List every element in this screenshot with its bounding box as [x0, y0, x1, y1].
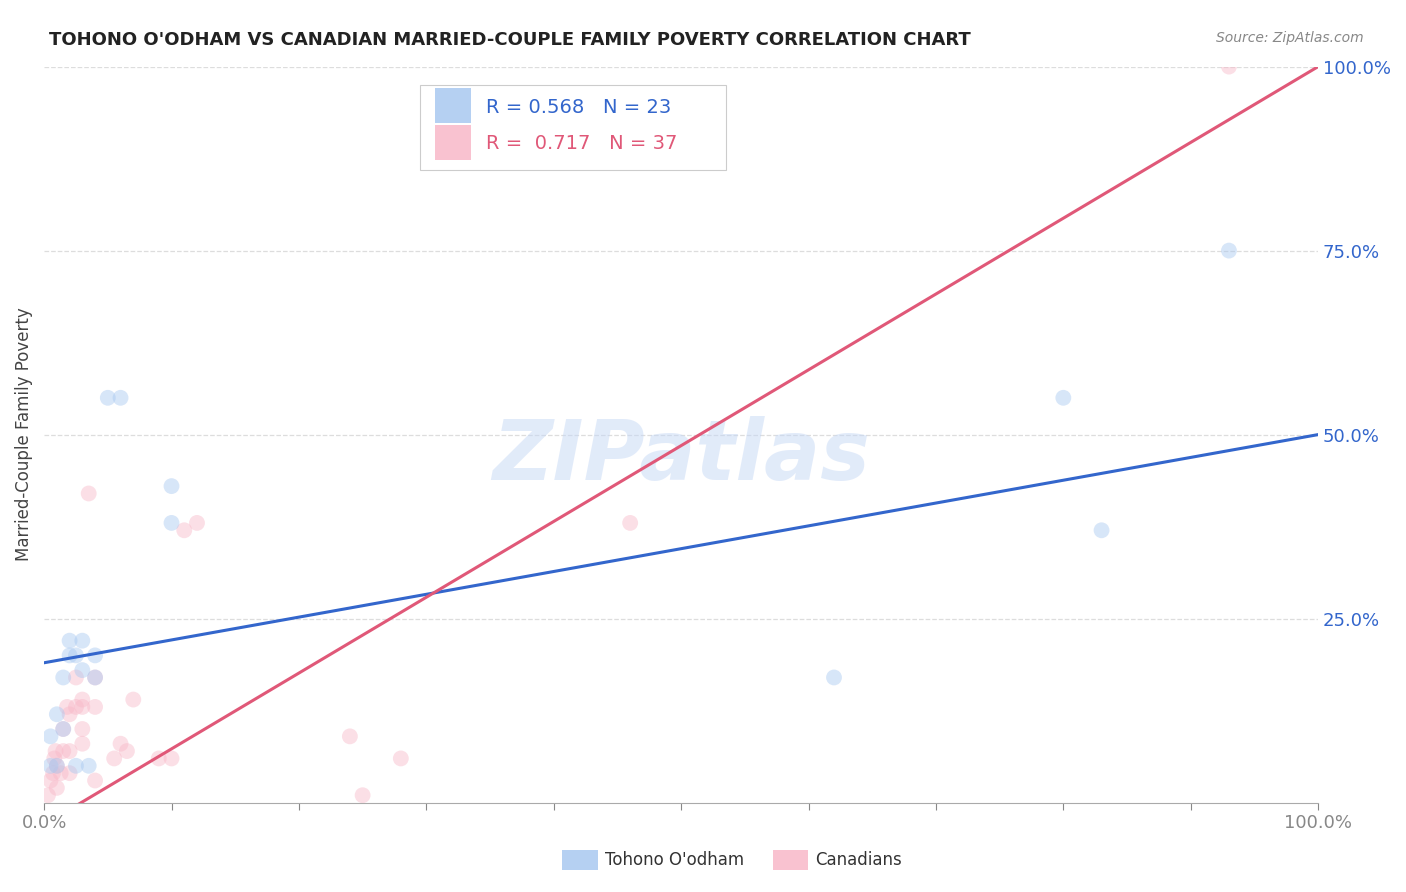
- Point: [1090, 523, 1112, 537]
- Point: [84, 700, 107, 714]
- Point: [339, 730, 361, 744]
- Point: [65, 759, 87, 773]
- Point: [52, 671, 75, 685]
- FancyBboxPatch shape: [420, 85, 725, 169]
- Text: Canadians: Canadians: [815, 851, 903, 869]
- Point: [72, 737, 94, 751]
- Point: [823, 671, 845, 685]
- Point: [77, 486, 100, 500]
- Point: [52, 722, 75, 736]
- Point: [186, 516, 208, 530]
- Bar: [436, 125, 471, 160]
- Point: [52, 722, 75, 736]
- Point: [37, 789, 59, 803]
- Point: [1218, 60, 1240, 74]
- Point: [160, 516, 183, 530]
- Point: [58, 766, 80, 780]
- Point: [52, 744, 75, 758]
- Point: [72, 692, 94, 706]
- Point: [45, 759, 67, 773]
- Point: [45, 707, 67, 722]
- Point: [45, 780, 67, 795]
- Point: [49, 766, 72, 780]
- Point: [115, 744, 138, 758]
- Point: [58, 744, 80, 758]
- Point: [65, 700, 87, 714]
- Point: [45, 744, 67, 758]
- Point: [110, 737, 132, 751]
- Point: [72, 633, 94, 648]
- Point: [84, 773, 107, 788]
- Point: [58, 707, 80, 722]
- Bar: [436, 88, 471, 123]
- Point: [72, 722, 94, 736]
- Point: [65, 648, 87, 663]
- Point: [72, 663, 94, 677]
- Point: [160, 751, 183, 765]
- Text: R =  0.717   N = 37: R = 0.717 N = 37: [486, 135, 678, 153]
- Point: [619, 516, 641, 530]
- Point: [44, 751, 66, 765]
- Point: [39, 773, 62, 788]
- Point: [352, 789, 374, 803]
- Point: [65, 671, 87, 685]
- Point: [42, 766, 65, 780]
- Point: [122, 692, 145, 706]
- Text: Source: ZipAtlas.com: Source: ZipAtlas.com: [1216, 31, 1364, 45]
- Point: [56, 700, 79, 714]
- Point: [84, 671, 107, 685]
- Point: [39, 759, 62, 773]
- Text: Tohono O'odham: Tohono O'odham: [605, 851, 744, 869]
- Point: [148, 751, 170, 765]
- Point: [39, 730, 62, 744]
- Point: [84, 671, 107, 685]
- Point: [173, 523, 195, 537]
- Point: [389, 751, 412, 765]
- Point: [110, 391, 132, 405]
- Point: [72, 700, 94, 714]
- Point: [84, 648, 107, 663]
- Text: TOHONO O'ODHAM VS CANADIAN MARRIED-COUPLE FAMILY POVERTY CORRELATION CHART: TOHONO O'ODHAM VS CANADIAN MARRIED-COUPL…: [49, 31, 972, 49]
- Y-axis label: Married-Couple Family Poverty: Married-Couple Family Poverty: [15, 308, 32, 561]
- Point: [97, 391, 120, 405]
- Point: [160, 479, 183, 493]
- Text: R = 0.568   N = 23: R = 0.568 N = 23: [486, 97, 672, 117]
- Point: [58, 648, 80, 663]
- Point: [103, 751, 125, 765]
- Point: [1052, 391, 1074, 405]
- Text: ZIPatlas: ZIPatlas: [492, 417, 870, 497]
- Point: [58, 633, 80, 648]
- Point: [45, 759, 67, 773]
- Point: [77, 759, 100, 773]
- Point: [1218, 244, 1240, 258]
